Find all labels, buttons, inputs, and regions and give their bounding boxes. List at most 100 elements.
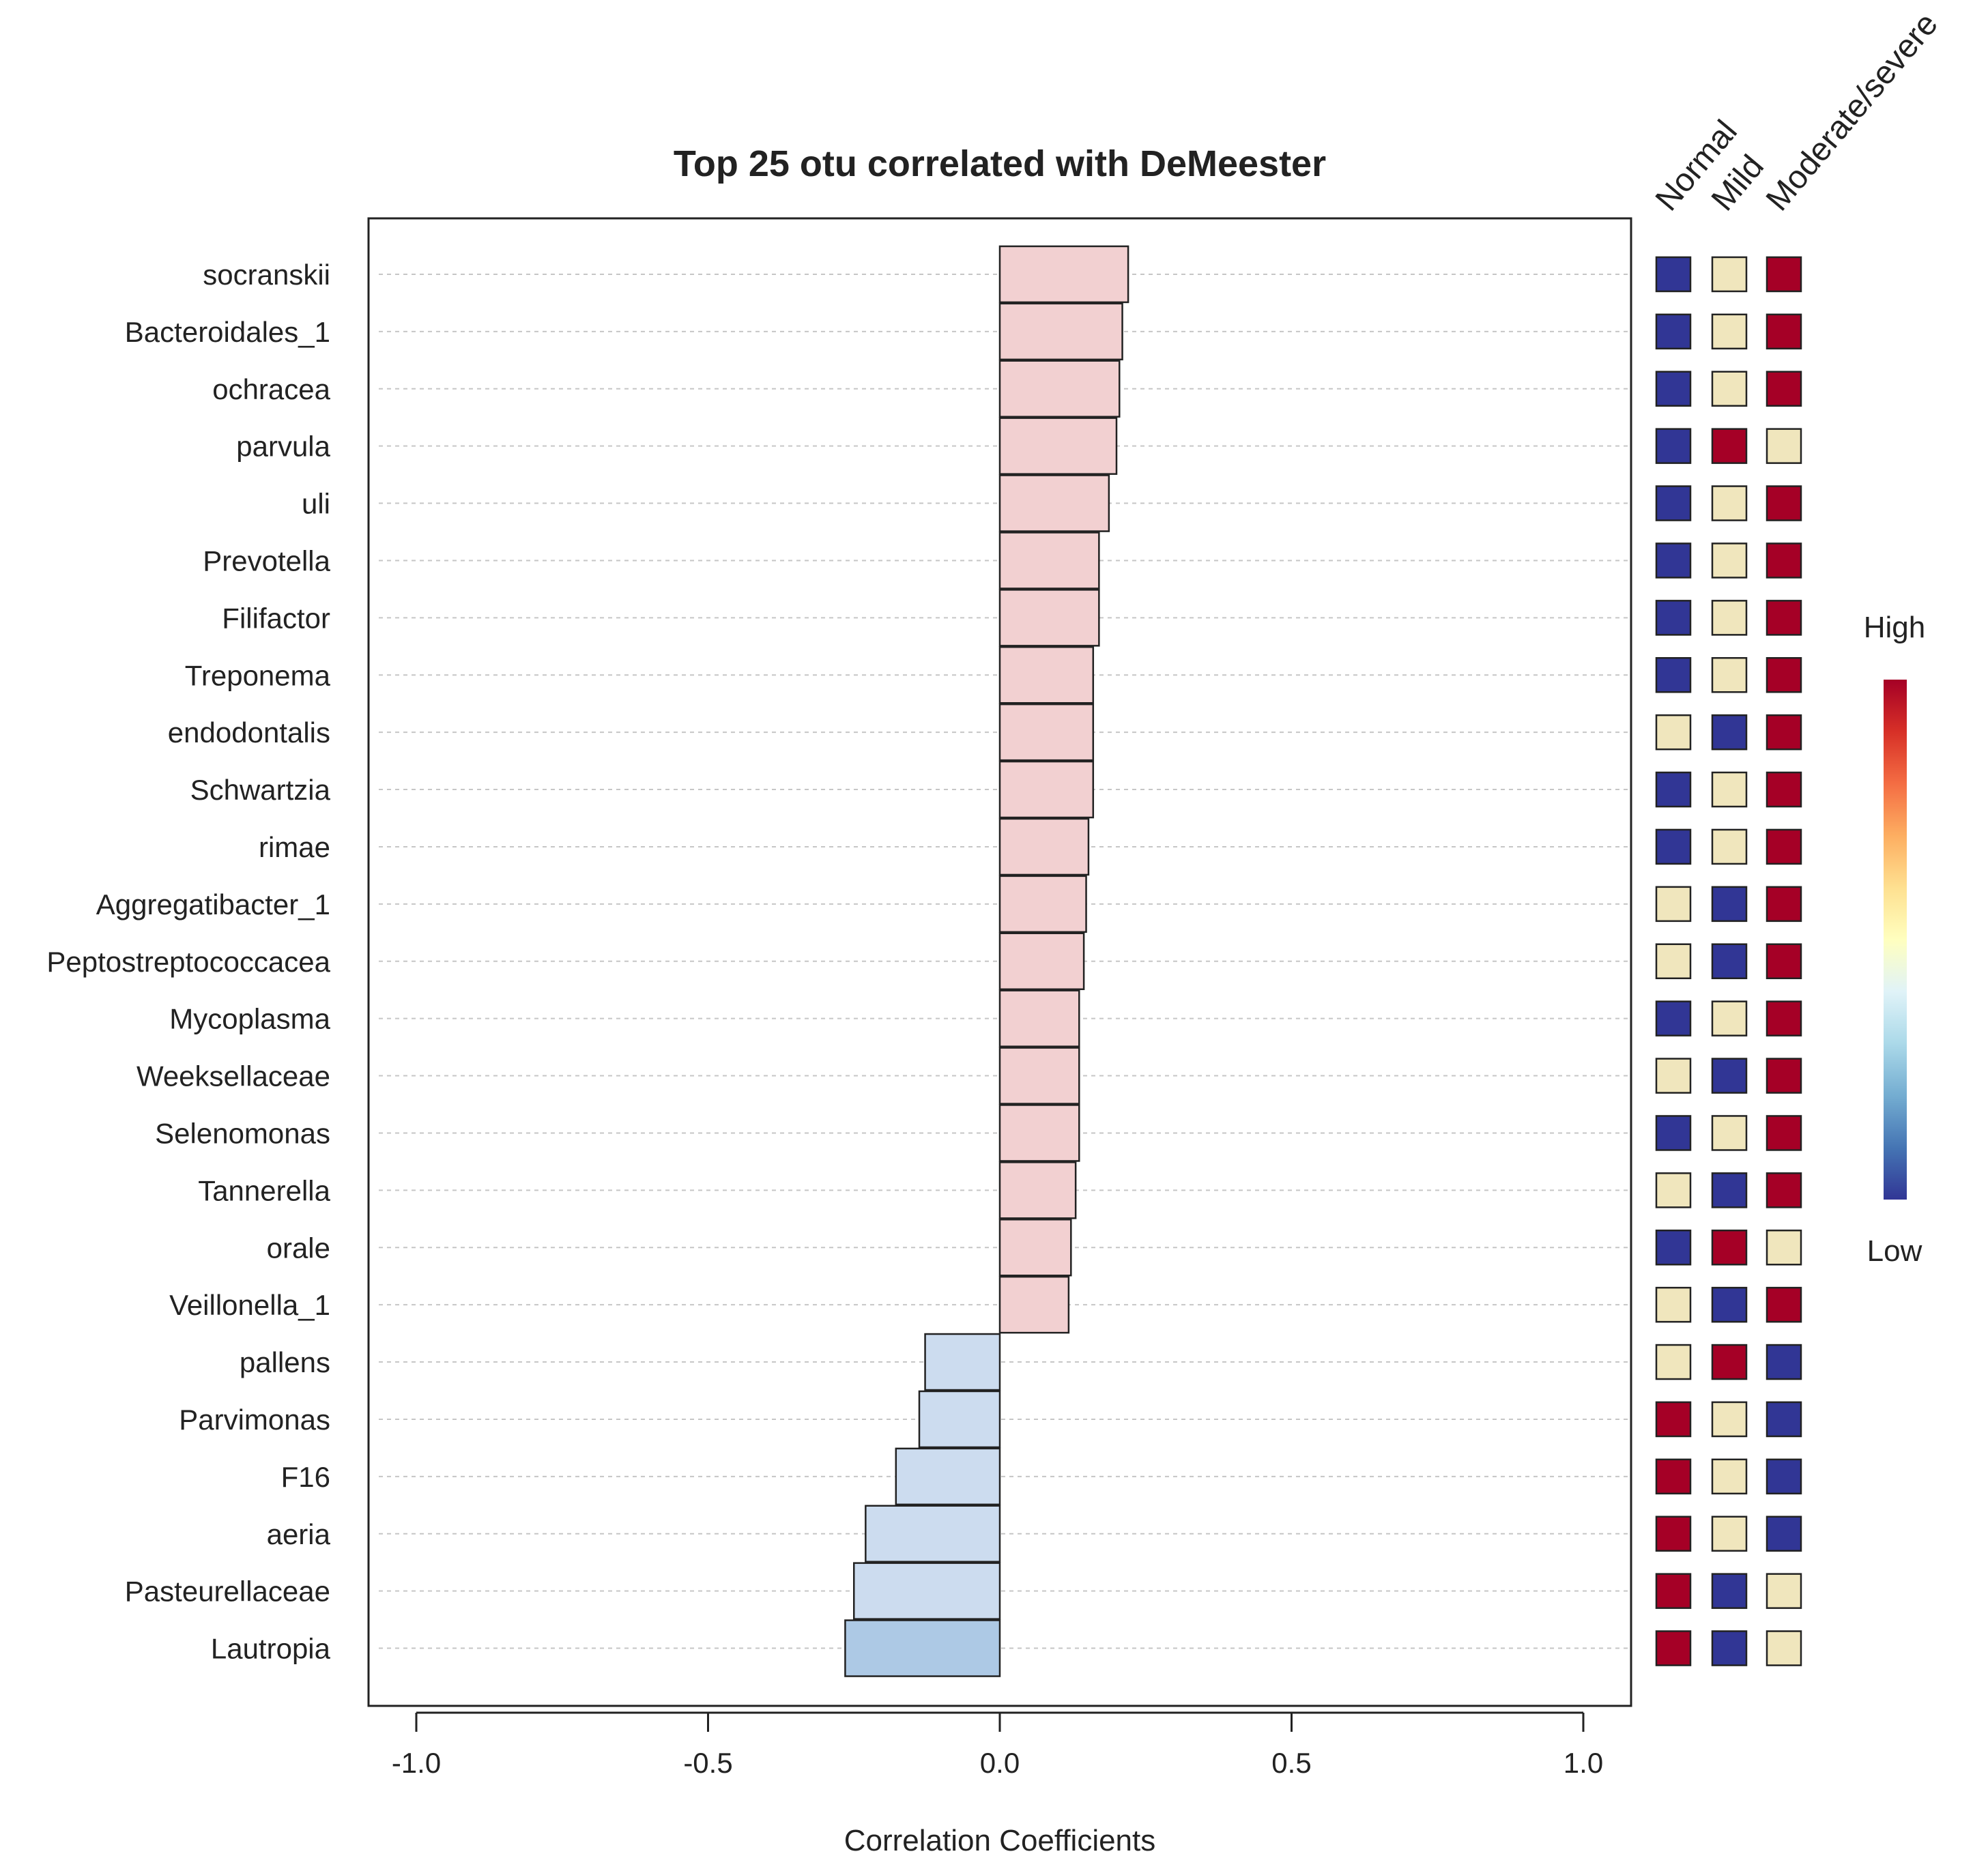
bar xyxy=(998,474,1110,532)
category-label: pallens xyxy=(240,1346,330,1378)
bar xyxy=(918,1390,1001,1449)
group-level-cell xyxy=(1766,1172,1802,1208)
group-level-cell xyxy=(1655,542,1692,579)
group-level-cell xyxy=(1766,1230,1802,1266)
category-label: Treponema xyxy=(185,659,331,691)
bar xyxy=(998,417,1118,475)
group-level-cell xyxy=(1711,1344,1748,1380)
group-level-cell xyxy=(1766,428,1802,464)
category-label: parvula xyxy=(236,431,330,463)
category-label: Parvimonas xyxy=(179,1404,330,1436)
group-level-cell xyxy=(1711,485,1748,521)
group-level-cell xyxy=(1655,600,1692,636)
group-level-cell xyxy=(1766,600,1802,636)
group-level-cell xyxy=(1766,313,1802,350)
group-level-cell xyxy=(1711,828,1748,865)
group-level-cell xyxy=(1655,1573,1692,1609)
bar xyxy=(998,817,1090,876)
group-level-cell xyxy=(1766,1458,1802,1495)
bar xyxy=(998,1275,1070,1334)
group-level-cell xyxy=(1655,1630,1692,1666)
group-level-cell xyxy=(1711,1058,1748,1094)
x-tick-label: -0.5 xyxy=(683,1747,732,1779)
group-level-cell xyxy=(1711,600,1748,636)
group-level-cell xyxy=(1766,771,1802,808)
category-label: rimae xyxy=(259,831,330,863)
category-label: Schwartzia xyxy=(190,774,331,806)
group-level-cell xyxy=(1766,1058,1802,1094)
group-level-cell xyxy=(1711,1000,1748,1036)
group-level-cell xyxy=(1655,1344,1692,1380)
legend-high-label: High xyxy=(1864,611,1926,644)
bar xyxy=(998,703,1095,762)
category-label: aeria xyxy=(267,1518,331,1550)
bar xyxy=(998,1047,1080,1105)
category-label: uli xyxy=(302,488,330,520)
group-level-cell xyxy=(1766,256,1802,293)
bar xyxy=(998,760,1095,819)
group-level-cell xyxy=(1655,886,1692,923)
group-level-cell xyxy=(1766,714,1802,751)
group-level-cell xyxy=(1655,371,1692,407)
group-level-cell xyxy=(1711,1230,1748,1266)
group-level-cell xyxy=(1711,542,1748,579)
bar xyxy=(998,360,1121,418)
group-level-cell xyxy=(1766,1573,1802,1609)
group-level-cell xyxy=(1655,1401,1692,1438)
category-label: endodontalis xyxy=(168,716,330,749)
group-level-cell xyxy=(1711,886,1748,923)
bar xyxy=(865,1505,1001,1563)
category-label: Bacteroidales_1 xyxy=(125,316,330,348)
group-level-cell xyxy=(1711,657,1748,693)
group-level-cell xyxy=(1766,485,1802,521)
x-axis-label: Correlation Coefficients xyxy=(844,1824,1156,1857)
group-level-cell xyxy=(1766,1000,1802,1036)
group-level-cell xyxy=(1655,828,1692,865)
group-level-cell xyxy=(1766,886,1802,923)
group-level-cell xyxy=(1766,943,1802,979)
category-label: orale xyxy=(267,1232,330,1264)
x-tick-label: -1.0 xyxy=(392,1747,441,1779)
group-level-cell xyxy=(1766,1630,1802,1666)
group-level-cell xyxy=(1711,313,1748,350)
group-level-cell xyxy=(1655,256,1692,293)
bar xyxy=(998,532,1100,590)
category-label: Selenomonas xyxy=(155,1117,330,1149)
category-label: Aggregatibacter_1 xyxy=(96,888,330,920)
bar xyxy=(895,1447,1001,1506)
group-level-cell xyxy=(1766,1286,1802,1323)
group-level-cell xyxy=(1711,1630,1748,1666)
group-level-cell xyxy=(1766,1115,1802,1151)
group-level-cell xyxy=(1655,313,1692,350)
group-level-cell xyxy=(1655,1230,1692,1266)
group-level-cell xyxy=(1711,1286,1748,1323)
group-level-cell xyxy=(1711,1515,1748,1552)
group-level-cell xyxy=(1766,542,1802,579)
group-level-cell xyxy=(1711,1115,1748,1151)
group-level-cell xyxy=(1711,428,1748,464)
bar xyxy=(998,245,1129,304)
bar xyxy=(844,1619,1001,1677)
bar xyxy=(998,1161,1077,1219)
group-level-cell xyxy=(1655,1058,1692,1094)
category-label: Filifactor xyxy=(222,602,330,634)
bar xyxy=(998,875,1087,933)
group-level-cell xyxy=(1655,1515,1692,1552)
bar xyxy=(998,646,1095,704)
group-level-cell xyxy=(1655,1286,1692,1323)
group-label: Moderate/severe xyxy=(1759,6,1945,218)
group-level-cell xyxy=(1655,1000,1692,1036)
category-label: socranskii xyxy=(203,259,330,291)
category-label: F16 xyxy=(281,1461,330,1493)
x-tick-label: 0.0 xyxy=(980,1747,1020,1779)
chart-title: Top 25 otu correlated with DeMeester xyxy=(674,143,1326,184)
group-level-cell xyxy=(1655,428,1692,464)
plot-frame xyxy=(367,217,1632,1707)
group-level-cell xyxy=(1655,1172,1692,1208)
group-level-cell xyxy=(1655,657,1692,693)
group-level-cell xyxy=(1655,943,1692,979)
category-label: Prevotella xyxy=(203,545,330,577)
group-level-cell xyxy=(1711,771,1748,808)
group-level-cell xyxy=(1711,1573,1748,1609)
